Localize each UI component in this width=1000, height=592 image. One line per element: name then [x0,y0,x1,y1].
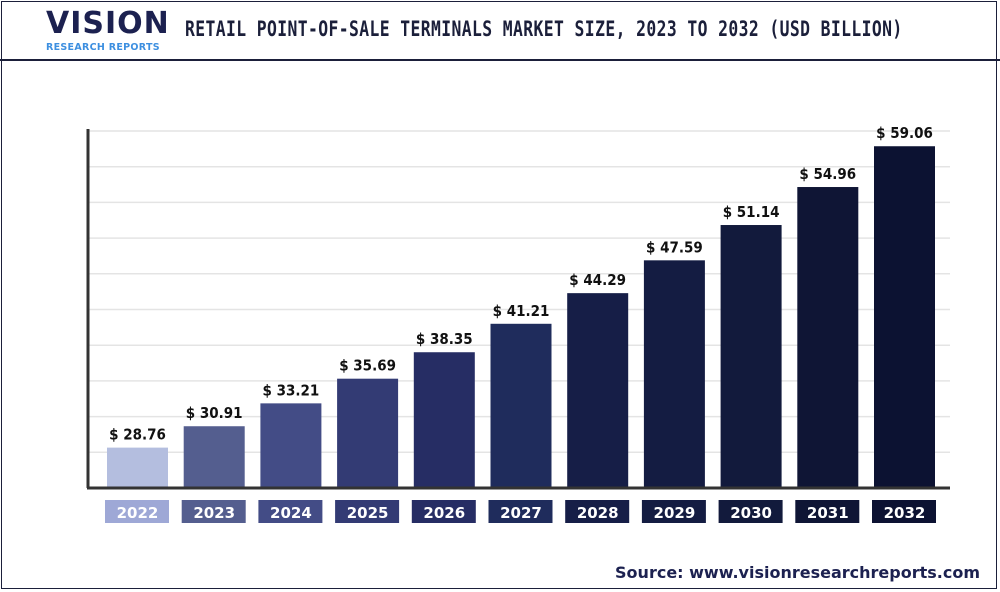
x-label-box-2031 [795,500,860,523]
data-label-2030: $ 51.14 [723,203,780,221]
x-tick-label-2030: 2030 [730,504,772,522]
x-label-box-2026 [411,500,476,523]
x-label-box-2028 [565,500,630,523]
data-label-2027: $ 41.21 [493,302,550,320]
bar-2032 [874,146,935,488]
logo-sub: RESEARCH REPORTS [46,42,160,53]
bar-2023 [183,426,245,488]
bar-2029 [643,260,705,488]
x-label-box-2030 [718,500,783,523]
x-label-box-2023 [181,500,246,523]
x-tick-label-2022: 2022 [117,504,159,522]
x-tick-label-2024: 2024 [270,504,312,522]
data-label-2024: $ 33.21 [263,381,320,399]
x-tick-label-2025: 2025 [347,504,389,522]
source-text: Source: www.visionresearchreports.com [615,563,980,582]
x-label-box-2024 [258,500,323,523]
data-label-2032: $ 59.06 [876,124,933,142]
data-label-2026: $ 38.35 [416,330,473,348]
x-tick-label-2032: 2032 [884,504,926,522]
data-label-2028: $ 44.29 [569,271,626,289]
data-label-2025: $ 35.69 [339,357,396,375]
data-label-2029: $ 47.59 [646,238,703,256]
x-tick-label-2027: 2027 [500,504,542,522]
data-label-2031: $ 54.96 [799,165,856,183]
bar-2026 [413,352,475,488]
data-label-2022: $ 28.76 [109,426,166,444]
bar-2031 [797,187,859,488]
x-tick-label-2031: 2031 [807,504,849,522]
x-label-box-2025 [335,500,400,523]
x-tick-label-2023: 2023 [193,504,235,522]
chart-title: RETAIL POINT-OF-SALE TERMINALS MARKET SI… [185,17,903,41]
bar-2027 [490,323,552,488]
bar-2030 [720,225,782,488]
x-tick-label-2029: 2029 [654,504,696,522]
x-tick-label-2028: 2028 [577,504,619,522]
header-divider [0,59,1000,61]
bar-2024 [260,403,322,488]
x-label-box-2022 [105,500,169,523]
data-label-2023: $ 30.91 [186,404,243,422]
x-label-box-2029 [641,500,706,523]
bar-2028 [567,293,629,488]
x-tick-label-2026: 2026 [423,504,465,522]
logo-main: VISION [46,6,170,41]
logo: VISION RESEARCH REPORTS [46,8,169,54]
x-label-box-2032 [872,500,936,523]
bar-2025 [337,378,399,488]
x-label-box-2027 [488,500,553,523]
bar-2022 [107,447,168,488]
